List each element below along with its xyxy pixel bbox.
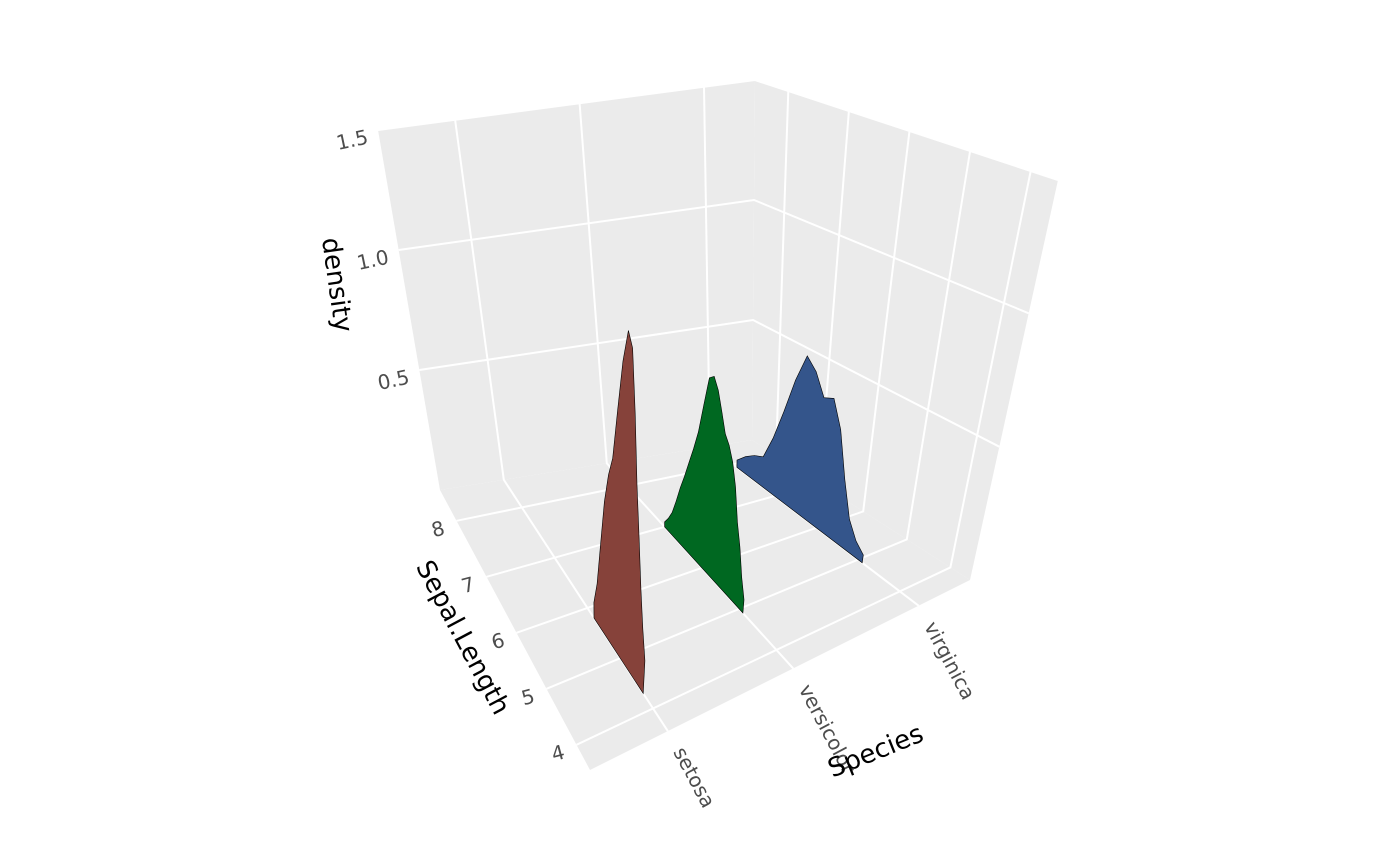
z-tick-label: 1.0 <box>355 245 391 275</box>
z-tick-label: 0.5 <box>375 365 411 395</box>
category-label: virginica <box>919 617 980 703</box>
x-tick-label: 4 <box>549 740 568 766</box>
x-tick-label: 7 <box>459 572 478 598</box>
grid-line <box>377 78 1059 181</box>
density-ridge <box>593 330 646 695</box>
x-tick-label: 6 <box>489 628 508 654</box>
panel-face <box>378 80 755 490</box>
density-ridge <box>664 376 745 614</box>
x-tick-label: 5 <box>519 684 538 710</box>
ridges <box>593 330 864 695</box>
z-tick-label: 1.5 <box>334 125 370 155</box>
category-label: setosa <box>668 743 720 812</box>
density-ridge <box>736 355 864 564</box>
tick <box>666 730 675 743</box>
tick <box>917 605 926 618</box>
axis-title: density <box>315 236 358 335</box>
x-tick-label: 8 <box>429 516 448 542</box>
tick <box>792 667 801 680</box>
grid-line <box>419 318 1000 448</box>
grid-line <box>398 198 1030 315</box>
